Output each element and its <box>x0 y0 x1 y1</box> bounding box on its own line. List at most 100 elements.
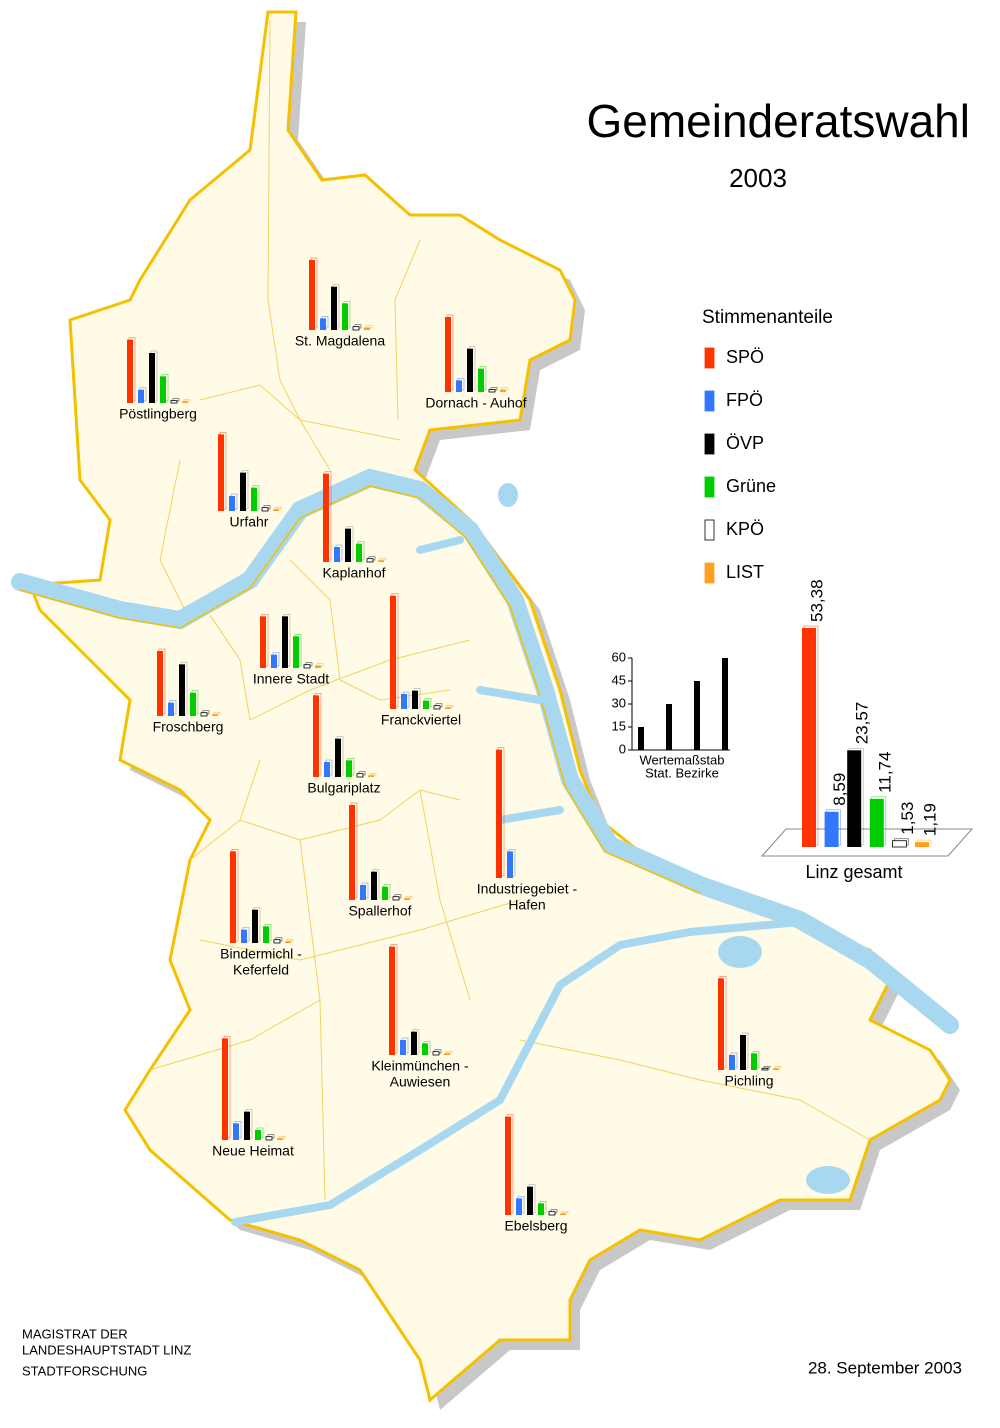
district-label: Dornach - Auhof <box>425 395 526 411</box>
bar <box>315 665 321 668</box>
y-tick-label: 45 <box>612 672 626 687</box>
bar-shade <box>561 1210 569 1214</box>
district-label: Spallerhof <box>348 903 411 919</box>
bar <box>560 1213 566 1215</box>
bar <box>282 616 288 668</box>
legend-title: Stimmenanteile <box>702 307 833 328</box>
bar <box>309 260 315 330</box>
bar <box>149 353 155 403</box>
bar <box>127 339 133 403</box>
subtitle: 2003 <box>729 163 787 193</box>
bar <box>392 896 400 901</box>
legend-swatch <box>704 347 715 369</box>
legend-swatch <box>704 519 715 541</box>
bar <box>718 978 724 1070</box>
bar <box>168 702 174 716</box>
bar <box>331 286 337 330</box>
bar-shade <box>445 1050 453 1054</box>
bar <box>182 401 188 403</box>
bar <box>160 376 166 403</box>
district-label: Keferfeld <box>233 962 289 978</box>
bar-shade <box>278 1135 286 1139</box>
bar <box>345 528 351 562</box>
total-name: Linz gesamt <box>805 862 902 882</box>
legend-swatch <box>704 476 715 498</box>
bar <box>382 886 388 900</box>
legend-label: KPÖ <box>726 519 764 539</box>
bar <box>915 842 929 847</box>
bar <box>433 705 441 710</box>
bar <box>694 681 700 750</box>
bar <box>324 762 330 777</box>
bar-shade <box>379 557 387 561</box>
bar <box>740 1035 746 1070</box>
legend-label: SPÖ <box>726 347 764 367</box>
bar <box>356 773 364 778</box>
bar <box>802 628 816 847</box>
bar <box>505 1116 511 1215</box>
bar <box>138 389 144 403</box>
bar <box>666 704 672 750</box>
bar <box>389 946 395 1055</box>
value-label: 23,57 <box>853 702 872 745</box>
legend-label: Grüne <box>726 476 776 496</box>
bar <box>352 326 360 331</box>
bar <box>432 1051 440 1056</box>
bar <box>356 543 362 562</box>
bar <box>179 664 185 716</box>
bar <box>200 712 208 717</box>
bar <box>271 654 277 668</box>
bar <box>293 636 299 668</box>
bar <box>401 694 407 709</box>
bar <box>170 400 178 404</box>
bar <box>366 558 374 563</box>
bar <box>334 547 340 562</box>
y-tick-label: 15 <box>612 718 626 733</box>
bar <box>444 1053 450 1055</box>
bar-shade <box>183 398 191 402</box>
district-label: Kleinmünchen - <box>371 1058 469 1074</box>
bar-shade <box>446 704 454 708</box>
footer: STADTFORSCHUNG <box>22 1363 147 1378</box>
bar <box>260 616 266 668</box>
bar <box>412 690 418 709</box>
legend-swatch <box>704 390 715 412</box>
district-borders <box>149 19 871 1201</box>
bar <box>445 317 451 392</box>
district-label: Franckviertel <box>381 712 461 728</box>
value-label: 8,59 <box>830 773 849 806</box>
title: Gemeinderatswahl <box>586 95 970 147</box>
scale-label: Wertemaßstab <box>639 752 724 767</box>
bar <box>323 473 329 562</box>
bar <box>761 1067 769 1071</box>
bar <box>251 487 257 511</box>
value-label: 53,38 <box>807 579 826 622</box>
bar <box>390 595 396 709</box>
bar-shade <box>369 772 377 776</box>
bar <box>241 929 247 943</box>
bar <box>500 389 506 392</box>
bar <box>346 760 352 777</box>
district-label: Kaplanhof <box>322 565 385 581</box>
bar <box>423 700 429 709</box>
bar <box>400 1040 406 1055</box>
legend-label: FPÖ <box>726 390 763 410</box>
lakes <box>498 483 850 1194</box>
bar <box>263 926 269 943</box>
bar-shade <box>286 938 294 942</box>
bar <box>488 389 496 393</box>
district-label: Urfahr <box>230 514 269 530</box>
bar <box>422 1043 428 1055</box>
bar <box>411 1031 417 1055</box>
platform <box>760 828 974 857</box>
bar <box>445 707 451 709</box>
district-label: Froschberg <box>153 719 224 735</box>
y-tick-label: 30 <box>612 695 626 710</box>
bar <box>892 840 907 848</box>
bar <box>157 651 163 716</box>
bar <box>478 368 484 392</box>
bar <box>869 798 884 847</box>
bar <box>548 1211 556 1216</box>
bar <box>378 560 384 562</box>
footer: LANDESHAUPTSTADT LINZ <box>22 1342 191 1357</box>
